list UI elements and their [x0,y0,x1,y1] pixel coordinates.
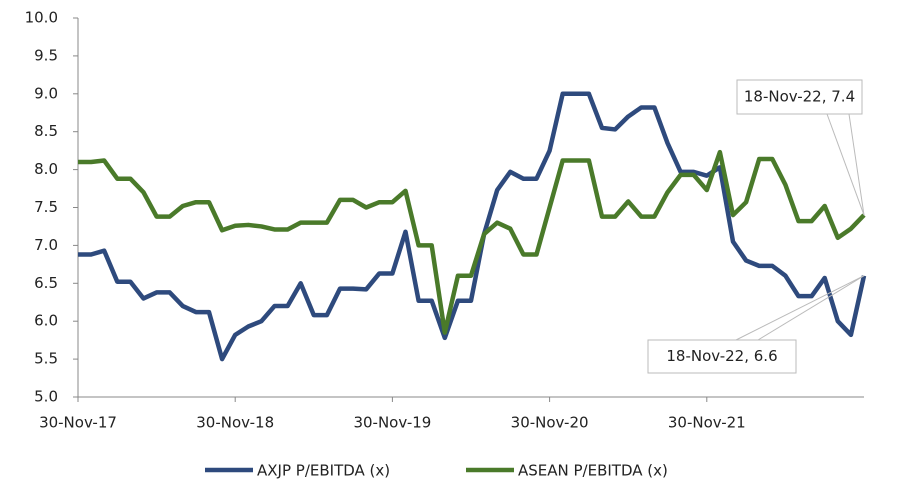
y-tick-label: 7.0 [34,236,58,254]
annotation-box [736,79,863,115]
y-tick-label: 9.5 [34,46,58,64]
callout-line [848,113,865,216]
y-tick-label: 8.0 [34,160,58,178]
y-tick-label: 10.0 [25,9,58,27]
annotation-box [647,339,797,374]
annotation: 18-Nov-22, 6.6 [666,347,777,365]
x-tick-label: 30-Nov-17 [39,414,117,432]
callout-line [735,275,865,341]
y-tick-label: 9.0 [34,84,58,102]
legend-label: AXJP P/EBITDA (x) [257,462,390,480]
y-tick-label: 8.5 [34,122,58,140]
series-line [78,149,866,335]
y-tick-label: 6.0 [34,312,58,330]
x-tick-label: 30-Nov-21 [668,414,746,432]
series-line [78,91,867,362]
legend-label: ASEAN P/EBITDA (x) [518,462,668,480]
y-tick-label: 6.5 [34,274,58,292]
x-tick-label: 30-Nov-20 [511,414,589,432]
annotation: 18-Nov-22, 7.4 [744,88,855,106]
y-tick-label: 5.0 [34,388,58,406]
x-tick-label: 30-Nov-19 [353,414,431,432]
callout-line [757,275,865,341]
callout-line [826,113,865,216]
x-tick-label: 30-Nov-18 [196,414,274,432]
y-tick-label: 5.5 [34,350,58,368]
y-tick-label: 7.5 [34,198,58,216]
